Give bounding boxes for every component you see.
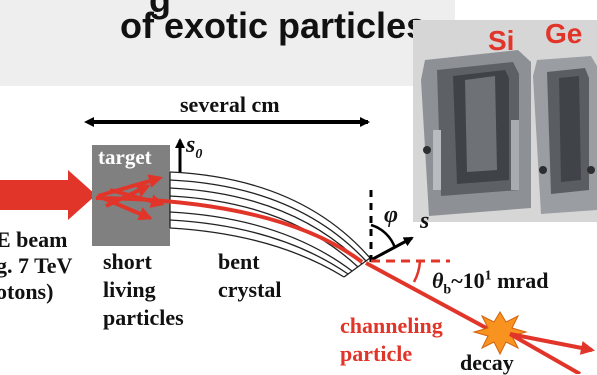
channeling-label-1: channeling — [340, 313, 443, 338]
si-label: Si — [488, 25, 515, 56]
s0-label-main: s — [186, 132, 196, 158]
s-axis-arrow — [370, 236, 414, 262]
channeling-label-2: particle — [340, 341, 413, 366]
short-living-label-3: particles — [103, 305, 184, 330]
theta-exponent: 1 — [484, 268, 492, 284]
s-label: s — [420, 208, 430, 234]
title-band — [0, 0, 455, 86]
bent-crystal-label-2: crystal — [218, 277, 282, 302]
ge-label: Ge — [545, 18, 583, 49]
theta-value: ~10 — [451, 268, 485, 293]
phi-angle-arc — [370, 223, 397, 249]
theta-subscript: b — [443, 282, 452, 298]
bent-crystal — [169, 171, 371, 278]
particle-tracks — [97, 174, 165, 221]
theta-unit: mrad — [491, 268, 549, 293]
s0-label-sub: 0 — [195, 146, 203, 162]
theta-symbol: θ — [432, 268, 444, 293]
beam-arrow — [0, 170, 96, 220]
short-living-label-2: living — [103, 277, 156, 302]
bent-crystal-label-1: bent — [218, 249, 260, 274]
decay-burst — [472, 311, 528, 356]
decay-products — [509, 332, 595, 374]
decay-label: decay — [460, 350, 514, 375]
dimension-label: several cm — [180, 92, 280, 117]
title-line-1: g — [149, 0, 171, 18]
phi-label: φ — [384, 202, 399, 228]
theta-angle-arc — [412, 260, 422, 283]
title-line-2: of exotic particles — [120, 5, 427, 46]
s0-label: s0 — [186, 132, 202, 163]
beam-label-line-2: g. 7 TeV — [0, 253, 73, 278]
theta-label: θb~101 mrad — [432, 268, 549, 298]
target-label: target — [98, 145, 152, 169]
short-living-label-1: short — [103, 249, 152, 274]
beam-label-line-3: otons) — [0, 279, 54, 304]
beam-label-line-1: E beam — [0, 227, 68, 252]
crystal-photo — [413, 20, 597, 222]
channeling-particle-track — [365, 261, 491, 332]
crystal-photo-drawing — [413, 20, 597, 222]
